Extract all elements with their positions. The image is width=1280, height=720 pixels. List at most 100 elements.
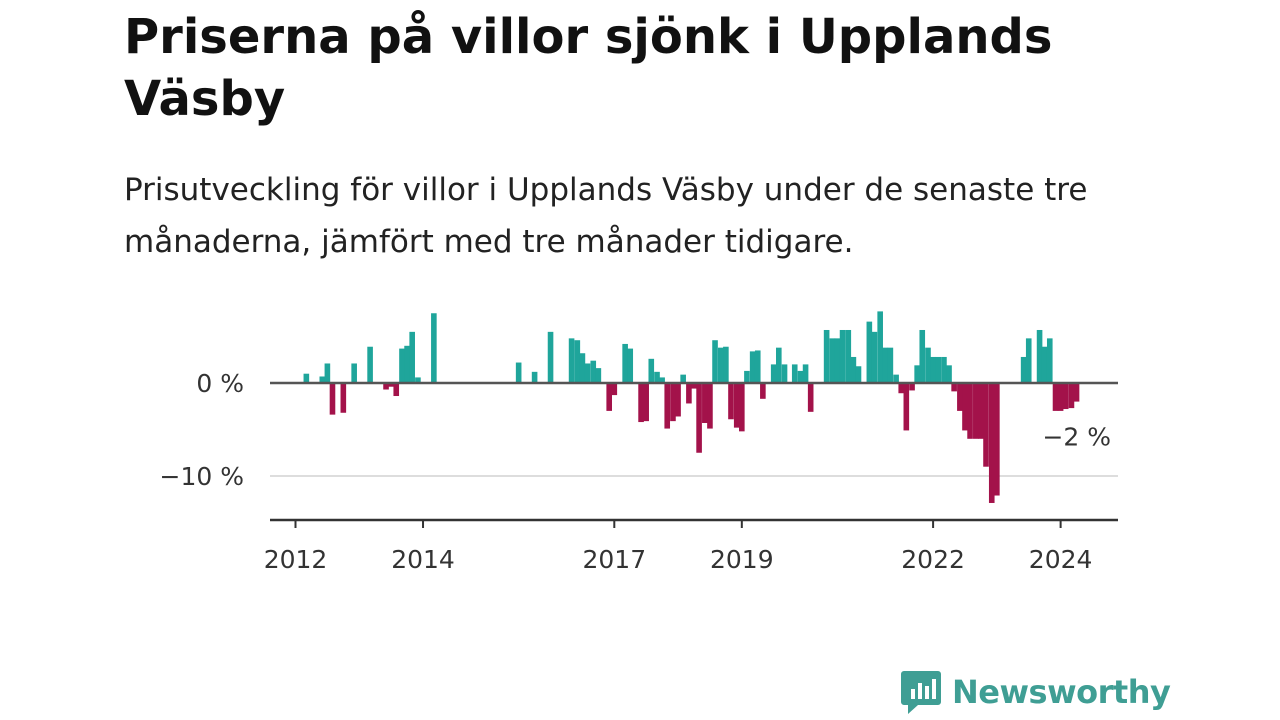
- x-tick-label: 2014: [391, 545, 455, 574]
- bar: [797, 370, 804, 383]
- x-tick-label: 2022: [901, 545, 965, 574]
- bar: [744, 370, 750, 383]
- bar: [754, 350, 761, 383]
- bar: [733, 383, 740, 428]
- x-tick-label: 2012: [264, 545, 328, 574]
- bar: [919, 329, 926, 383]
- bar: [707, 383, 713, 429]
- bar: [887, 347, 894, 383]
- bar: [807, 383, 814, 412]
- chart-subtitle: Prisutveckling för villor i Upplands Väs…: [124, 172, 1088, 260]
- bar-chart: 0 % −10 % 2012 2014 2017 2019 2022 2024 −2 %: [160, 311, 1118, 574]
- bar: [802, 364, 809, 383]
- bar: [638, 383, 644, 423]
- bar: [1068, 383, 1075, 409]
- bar: [914, 365, 920, 383]
- bar: [319, 376, 326, 383]
- bar: [776, 347, 782, 383]
- newsworthy-logo: Newsworthy: [900, 668, 1171, 716]
- bar: [994, 383, 1000, 496]
- bar: [877, 311, 883, 383]
- bar: [962, 383, 968, 431]
- bar: [871, 331, 878, 383]
- bar: [930, 356, 936, 383]
- bar: [696, 383, 702, 453]
- bar: [648, 358, 655, 383]
- bar: [978, 383, 984, 439]
- bar: [834, 338, 841, 383]
- last-value-label: −2 %: [1042, 423, 1111, 452]
- bar: [728, 383, 734, 420]
- bar: [1073, 383, 1080, 402]
- bar: [941, 356, 947, 383]
- bar: [351, 363, 357, 383]
- bar: [574, 340, 581, 383]
- bar: [702, 383, 708, 423]
- bar: [898, 383, 905, 394]
- bar: [781, 364, 788, 383]
- bar: [925, 347, 931, 383]
- bar: [1062, 383, 1069, 410]
- bar: [1052, 383, 1059, 411]
- bar: [866, 321, 873, 383]
- bar: [691, 383, 697, 389]
- bar: [791, 364, 798, 383]
- bar: [680, 374, 686, 383]
- bar: [739, 383, 745, 432]
- bar: [903, 383, 910, 431]
- bar: [1020, 356, 1027, 383]
- bar: [675, 383, 681, 417]
- bar: [664, 383, 671, 429]
- bar: [622, 343, 628, 383]
- newsworthy-logo-icon: [901, 671, 941, 714]
- chart-title: Priserna på villor sjönk i Upplands Väsb…: [124, 9, 1053, 127]
- bar: [568, 338, 575, 383]
- bar: [606, 383, 612, 411]
- x-tick-label: 2017: [582, 545, 646, 574]
- y-tick-label: −10 %: [160, 462, 244, 491]
- bar: [909, 383, 915, 391]
- bar: [882, 347, 889, 383]
- bar: [893, 374, 899, 383]
- bar: [611, 383, 618, 396]
- bar: [654, 371, 660, 383]
- bar: [415, 377, 421, 383]
- bar: [839, 329, 846, 383]
- bar: [946, 365, 952, 383]
- bar: [643, 383, 649, 422]
- bar: [973, 383, 979, 439]
- bar: [627, 348, 634, 383]
- bar: [770, 364, 777, 383]
- bar: [590, 360, 597, 383]
- bar: [951, 383, 957, 392]
- bar: [515, 362, 522, 383]
- bar: [1057, 383, 1064, 411]
- bar: [845, 329, 852, 383]
- bar: [595, 368, 602, 383]
- bar: [324, 363, 331, 383]
- bar: [760, 383, 766, 399]
- bar: [531, 371, 538, 383]
- bar: [988, 383, 995, 503]
- x-tick-label: 2024: [1029, 545, 1093, 574]
- bar: [579, 353, 586, 383]
- bar: [1041, 346, 1048, 383]
- bar: [340, 383, 347, 413]
- bar: [1036, 329, 1043, 383]
- bar: [399, 348, 405, 383]
- bar: [659, 377, 665, 383]
- bar: [723, 346, 729, 383]
- bar: [749, 351, 756, 383]
- bar: [383, 383, 389, 390]
- x-tick-label: 2019: [710, 545, 774, 574]
- bar: [409, 331, 415, 383]
- bar: [670, 383, 676, 422]
- bar: [303, 373, 310, 383]
- bar: [404, 345, 410, 383]
- bar: [983, 383, 989, 467]
- bar: [1046, 338, 1053, 383]
- bar: [329, 383, 336, 415]
- bar: [935, 356, 941, 383]
- bar: [431, 313, 437, 383]
- bar: [388, 383, 394, 387]
